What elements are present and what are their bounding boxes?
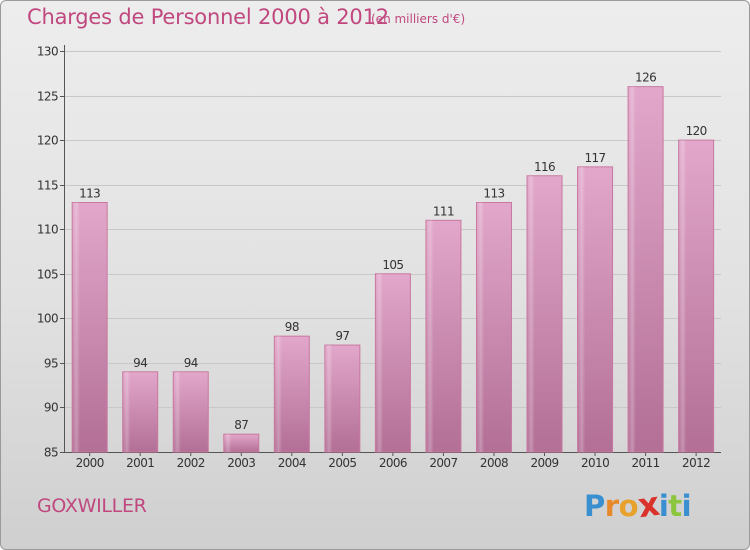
x-tick-label: 2012 xyxy=(682,456,710,470)
bar-highlight xyxy=(375,273,411,452)
x-tick-label: 2011 xyxy=(632,456,660,470)
x-tick-label: 2010 xyxy=(581,456,609,470)
x-tick-label: 2007 xyxy=(429,456,457,470)
bar-highlight xyxy=(223,434,259,452)
y-tick-label: 85 xyxy=(44,446,58,460)
location-name: GOXWILLER xyxy=(37,495,147,517)
bar-highlight xyxy=(324,345,360,452)
y-tick-label: 90 xyxy=(44,401,58,415)
y-tick-label: 130 xyxy=(37,45,58,59)
data-label: 120 xyxy=(686,124,707,138)
bar-highlight xyxy=(122,371,158,452)
bar-highlight xyxy=(173,371,209,452)
y-tick-label: 115 xyxy=(37,179,58,193)
bar-highlight xyxy=(678,140,714,452)
x-tick-label: 2002 xyxy=(177,456,205,470)
data-label: 113 xyxy=(79,186,100,200)
chart-title: Charges de Personnel 2000 à 2012 xyxy=(27,5,389,29)
y-tick-label: 100 xyxy=(37,312,58,326)
x-tick-label: 2004 xyxy=(278,456,306,470)
data-label: 111 xyxy=(433,204,454,218)
data-label: 117 xyxy=(584,151,605,165)
data-label: 94 xyxy=(184,356,198,370)
data-label: 116 xyxy=(534,160,555,174)
data-label: 98 xyxy=(285,320,299,334)
proxiti-logo: Proxiti xyxy=(584,483,692,526)
data-label: 87 xyxy=(234,418,248,432)
x-tick-label: 2006 xyxy=(379,456,407,470)
data-label: 94 xyxy=(133,356,147,370)
y-tick-label: 95 xyxy=(44,357,58,371)
x-tick-label: 2001 xyxy=(126,456,154,470)
data-label: 105 xyxy=(382,258,403,272)
bar-highlight xyxy=(425,220,461,452)
bar-highlight xyxy=(577,166,613,452)
axes: 85 90 95 100 105 110 115 120 125 130 2000 2001 2002 2… xyxy=(37,45,721,470)
x-tick-label: 2003 xyxy=(227,456,255,470)
data-label: 97 xyxy=(335,329,349,343)
x-tick-label: 2000 xyxy=(76,456,104,470)
y-tick-label: 120 xyxy=(37,134,58,148)
x-tick-label: 2005 xyxy=(328,456,356,470)
y-tick-label: 105 xyxy=(37,268,58,282)
x-tick-label: 2009 xyxy=(530,456,558,470)
y-tick-label: 125 xyxy=(37,90,58,104)
bar-highlight xyxy=(274,336,310,452)
chart-subtitle: (en milliers d'€) xyxy=(371,12,466,26)
y-tick-label: 110 xyxy=(37,223,58,237)
bar-highlight xyxy=(527,175,563,452)
x-tick-label: 2008 xyxy=(480,456,508,470)
bar-highlight xyxy=(628,86,664,453)
data-labels: 113 94 94 87 98 97 105 111 113 116 117 126 120 xyxy=(79,71,707,433)
data-label: 126 xyxy=(635,71,656,85)
bar-highlight xyxy=(476,202,512,452)
data-label: 113 xyxy=(483,186,504,200)
bar-highlight xyxy=(72,202,108,452)
bars xyxy=(71,86,715,453)
